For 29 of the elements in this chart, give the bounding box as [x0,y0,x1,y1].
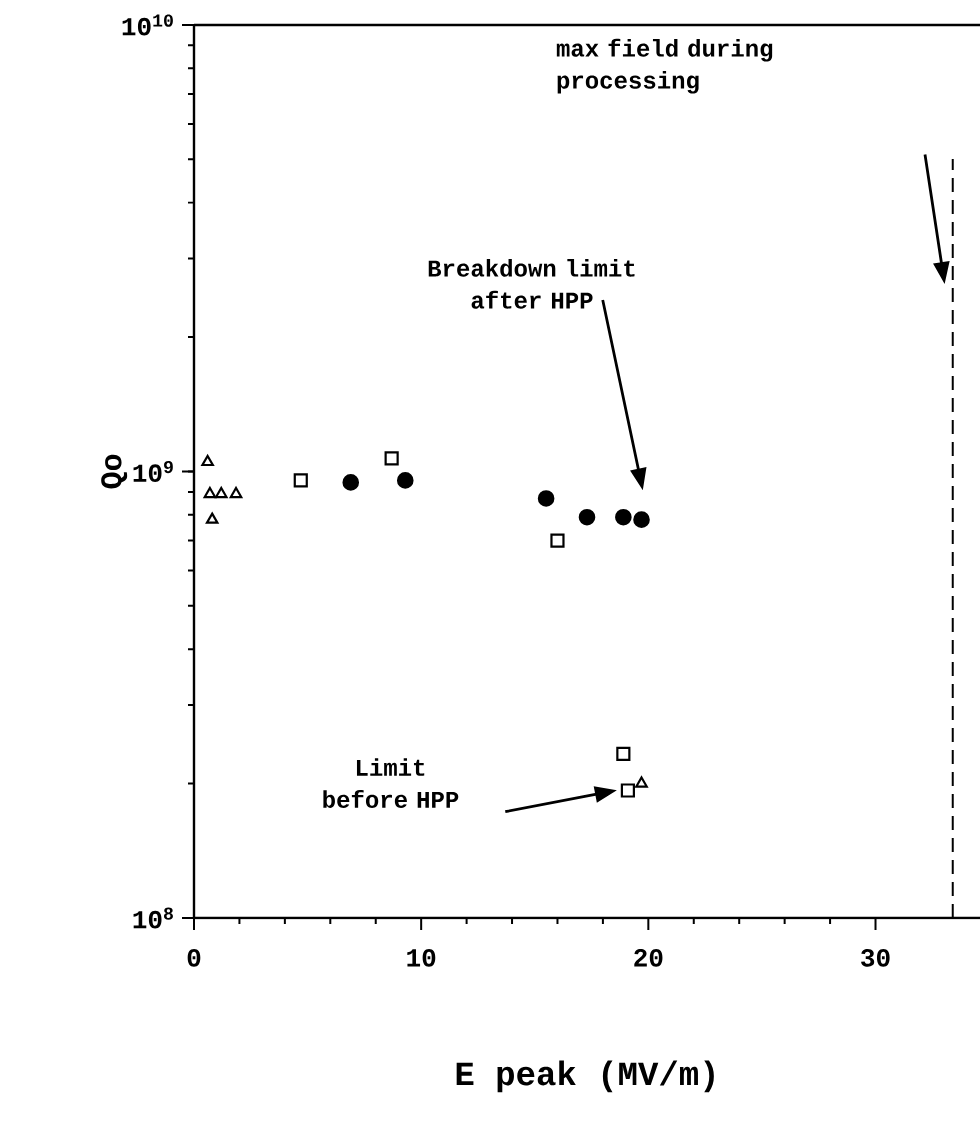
y-axis-title: Qo [101,454,128,489]
x-tick-label: 0 [187,948,201,967]
point [293,473,308,488]
point [620,783,635,798]
point [578,508,596,526]
annotation: max field during processing [556,38,773,94]
point [201,454,214,467]
point [616,746,631,762]
point [229,486,243,499]
point [633,511,650,528]
x-tick-label: 20 [634,948,663,967]
annotation: Breakdown limit after HPP [428,259,635,309]
y-tick-label: 10$^{10}$ [122,14,173,36]
x-tick-label: 30 [861,948,890,967]
x-tick-label: 10 [407,948,436,967]
point [550,533,565,548]
point [214,486,228,499]
point [635,776,648,788]
y-tick-label: 10$^{8}$ [133,907,173,929]
point [203,486,217,499]
point [615,508,632,526]
point [396,472,414,489]
point [205,512,219,524]
point [537,490,555,507]
x-axis-title: E peak (MV/m) [456,1060,714,1093]
annotation: Limit before HPP [323,758,459,808]
point [384,451,399,466]
y-tick-label: 10$^{9}$ [133,460,173,483]
point [342,474,360,491]
